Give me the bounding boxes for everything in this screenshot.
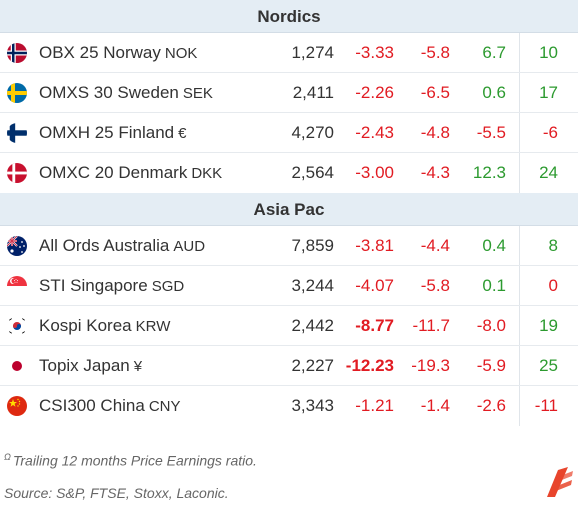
index-name: OBX 25 Norway NOK <box>39 43 198 62</box>
change-value: -12.23 <box>345 356 394 375</box>
change-value: 0.6 <box>482 83 506 102</box>
index-name: All Ords Australia AUD <box>39 236 206 255</box>
korea-flag-icon <box>7 316 27 336</box>
index-name: OMXS 30 Sweden SEK <box>39 83 213 102</box>
change-value: -19.3 <box>411 356 450 375</box>
table-row: OMXS 30 Sweden SEK 2,411 -2.26 -6.5 0.6 1… <box>0 73 578 113</box>
change-value: -4.4 <box>420 236 450 255</box>
table-row: OMXH 25 Finland € 4,270 -2.43 -4.8 -5.5 -… <box>0 113 578 153</box>
index-level: 2,227 <box>291 356 334 375</box>
pe-ratio: 25 <box>539 356 558 375</box>
pe-ratio: 24 <box>539 163 558 182</box>
norway-flag-icon <box>7 43 27 63</box>
pe-ratio: -6 <box>542 123 558 142</box>
change-value: -2.6 <box>476 396 506 415</box>
column-divider <box>519 306 520 345</box>
change-value: -3.81 <box>355 236 394 255</box>
index-level: 7,859 <box>291 236 334 255</box>
sweden-flag-icon <box>7 83 27 103</box>
footnote-marker: Ω <box>4 452 11 462</box>
change-value: -5.5 <box>476 123 506 142</box>
change-value: -1.4 <box>420 396 450 415</box>
change-value: 6.7 <box>482 43 506 62</box>
column-divider <box>519 33 520 72</box>
section-nordics: OBX 25 Norway NOK 1,274 -3.33 -5.8 6.7 10… <box>0 33 578 193</box>
section-header-nordics: Nordics <box>0 0 578 33</box>
index-level: 3,343 <box>291 396 334 415</box>
section-header-asia-pac: Asia Pac <box>0 193 578 226</box>
change-value: -4.3 <box>420 163 450 182</box>
index-level: 1,274 <box>291 43 334 62</box>
index-level: 3,244 <box>291 276 334 295</box>
table-row: CSI300 China CNY 3,343 -1.21 -1.4 -2.6 -1… <box>0 386 578 426</box>
table-row: All Ords Australia AUD 7,859 -3.81 -4.4 0… <box>0 226 578 266</box>
table-row: STI Singapore SGD 3,244 -4.07 -5.8 0.1 0 <box>0 266 578 306</box>
index-level: 2,442 <box>291 316 334 335</box>
change-value: -5.8 <box>420 276 450 295</box>
japan-flag-icon <box>7 356 27 376</box>
index-name: Topix Japan ¥ <box>39 356 143 375</box>
australia-flag-icon <box>7 236 27 256</box>
change-value: -5.9 <box>476 356 506 375</box>
denmark-flag-icon <box>7 163 27 183</box>
finland-flag-icon <box>7 123 27 143</box>
section-asia-pac: All Ords Australia AUD 7,859 -3.81 -4.4 0… <box>0 226 578 426</box>
pe-ratio: 8 <box>548 236 558 255</box>
column-divider <box>519 226 520 265</box>
laconic-logo-icon <box>547 467 573 497</box>
pe-ratio: 10 <box>539 43 558 62</box>
pe-ratio: 17 <box>539 83 558 102</box>
china-flag-icon <box>7 396 27 416</box>
column-divider <box>519 73 520 112</box>
change-value: -2.26 <box>355 83 394 102</box>
column-divider <box>519 266 520 305</box>
column-divider <box>519 346 520 385</box>
index-name: OMXC 20 Denmark DKK <box>39 163 223 182</box>
change-value: 0.1 <box>482 276 506 295</box>
table-row: Topix Japan ¥ 2,227 -12.23 -19.3 -5.9 25 <box>0 346 578 386</box>
change-value: -3.33 <box>355 43 394 62</box>
pe-ratio: -11 <box>534 396 558 415</box>
change-value: -11.7 <box>412 316 451 335</box>
change-value: -8.0 <box>476 316 506 335</box>
change-value: -8.77 <box>355 316 394 335</box>
pe-ratio: 19 <box>539 316 558 335</box>
column-divider <box>519 113 520 152</box>
index-name: Kospi Korea KRW <box>39 316 171 335</box>
singapore-flag-icon <box>7 276 27 296</box>
source-note: Source: S&P, FTSE, Stoxx, Laconic. <box>4 485 229 501</box>
footnote: Ω Trailing 12 months Price Earnings ratio… <box>4 452 257 469</box>
index-name: OMXH 25 Finland € <box>39 123 187 142</box>
change-value: -3.00 <box>355 163 394 182</box>
change-value: -5.8 <box>420 43 450 62</box>
column-divider <box>519 153 520 193</box>
change-value: 0.4 <box>482 236 506 255</box>
index-level: 2,564 <box>291 163 334 182</box>
change-value: -6.5 <box>420 83 450 102</box>
index-level: 4,270 <box>291 123 334 142</box>
column-divider <box>519 386 520 426</box>
change-value: -4.07 <box>355 276 394 295</box>
index-level: 2,411 <box>292 83 334 102</box>
table-row: OMXC 20 Denmark DKK 2,564 -3.00 -4.3 12.3… <box>0 153 578 193</box>
change-value: -4.8 <box>420 123 450 142</box>
change-value: 12.3 <box>472 163 506 182</box>
index-name: STI Singapore SGD <box>39 276 185 295</box>
index-name: CSI300 China CNY <box>39 396 181 415</box>
market-table: Nordics OBX 25 Norway NOK 1,274 -3.33 -5.… <box>0 0 578 426</box>
change-value: -1.21 <box>355 396 394 415</box>
pe-ratio: 0 <box>548 276 558 295</box>
footnote-text: Trailing 12 months Price Earnings ratio. <box>12 452 257 469</box>
table-row: OBX 25 Norway NOK 1,274 -3.33 -5.8 6.7 10 <box>0 33 578 73</box>
change-value: -2.43 <box>355 123 394 142</box>
table-row: Kospi Korea KRW 2,442 -8.77 -11.7 -8.0 19 <box>0 306 578 346</box>
